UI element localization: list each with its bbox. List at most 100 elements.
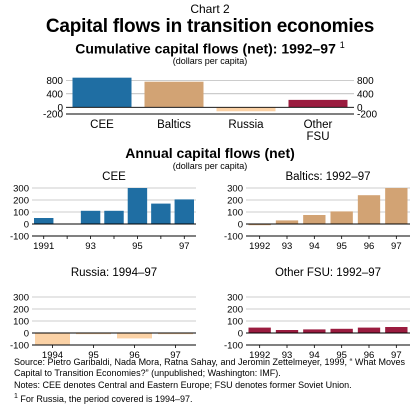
other_fsu-x-tick-label: 96 [364,350,375,361]
cee-y-tick-left: -100 [10,232,29,243]
cumulative-category-label: CEE [90,119,114,131]
cee-bar-1993 [80,210,101,224]
annual-title: Annual capital flows (net) [125,145,295,161]
russia-y-tick-left: 300 [13,293,29,304]
cumulative-y-tick-left: 400 [46,89,63,100]
other_fsu-y-tick-left: 0 [238,329,243,340]
cumulative-title: Cumulative capital flows (net): 1992–97 … [0,40,420,57]
cumulative-y-tick-left: -200 [43,110,63,121]
baltics-x-tick-label: 94 [309,241,320,252]
cumulative-category-label: Baltics [157,119,191,131]
russia-bar-1996 [117,333,152,339]
cee-panel-title: CEE [102,171,126,183]
cumulative-bar-cee [72,77,132,108]
cumulative-category-label: Russia [228,119,264,131]
cumulative-title-text: Cumulative capital flows (net): 1992–97 [75,40,336,57]
cumulative-footnote-mark: 1 [339,40,345,50]
other_fsu-x-tick-label: 97 [391,350,402,361]
cumulative-y-tick-left: 800 [46,76,63,87]
baltics-x-tick-label: 95 [336,241,347,252]
cumulative-y-tick-right: 400 [357,89,374,100]
source-note: Source: Pietro Garibaldi, Nada Mora, Rat… [14,357,406,378]
cumulative-units: (dollars per capita) [172,56,248,66]
cee-x-tick-label: 1991 [33,241,54,252]
other_fsu-x-tick-label: 94 [309,350,320,361]
other_fsu-bar-1996 [357,327,381,333]
annual-units: (dollars per capita) [172,161,248,171]
russia-y-tick-left: 0 [24,329,29,340]
cee-bar-1996 [151,203,171,224]
russia-y-tick-left: 100 [13,317,29,328]
russia-x-tick-label: 1994 [42,350,63,361]
other_fsu-y-tick-left: 100 [227,317,243,328]
cee-bar-1995 [127,188,148,224]
baltics-panel-title: Baltics: 1992–97 [285,171,370,183]
cumulative-bar-russia [216,107,276,112]
cumulative-category-label-line: Other [304,119,333,131]
baltics-y-tick-left: 300 [227,184,243,195]
cee-y-tick-left: 0 [24,220,29,231]
cumulative-bar-other-fsu [288,99,348,108]
russia-bar-1995 [76,333,111,335]
cumulative-y-tick-right: 800 [357,76,374,87]
other_fsu-bar-1995 [330,328,353,333]
baltics-x-tick-label: 96 [364,241,375,252]
other_fsu-y-tick-left: 200 [227,305,243,316]
baltics-y-tick-left: -100 [224,232,243,243]
baltics-bar-1993 [275,220,299,224]
baltics-x-tick-label: 97 [391,241,402,252]
other_fsu-bar-1992 [248,327,271,333]
baltics-bar-1996 [357,195,381,224]
main-title: Capital flows in transition economies [45,16,375,37]
russia-x-tick-label: 96 [129,350,140,361]
other_fsu-bar-1994 [303,329,326,333]
baltics-bar-1997 [385,188,408,224]
russia-x-tick-label: 95 [88,350,99,361]
cee-y-tick-left: 100 [13,208,29,219]
footnote-text: For Russia, the period covered is 1994–9… [17,394,193,404]
cumulative-y-tick-left: 0 [57,103,63,114]
notes: Notes: CEE denotes Central and Eastern E… [14,380,352,390]
cee-y-tick-left: 300 [13,184,29,195]
other_fsu-panel-title: Other FSU: 1992–97 [275,267,381,279]
cumulative-y-tick-right: -200 [357,110,377,121]
russia-bar-1997 [158,333,193,335]
russia-bar-1994 [35,333,70,345]
baltics-x-tick-label: 93 [282,241,293,252]
cee-bar-1991 [34,218,54,224]
cumulative-y-tick-right: 0 [357,103,363,114]
baltics-y-tick-left: 100 [227,208,243,219]
russia-y-tick-left: -100 [10,341,29,352]
cumulative-category-label-line: FSU [307,131,330,143]
baltics-x-tick-label: 1992 [249,241,270,252]
cee-x-tick-label: 97 [179,241,190,252]
other_fsu-x-tick-label: 95 [336,350,347,361]
russia-x-tick-label: 97 [170,350,181,361]
cee-x-tick-label: 95 [132,241,143,252]
cumulative-category-label-line: CEE [90,119,114,131]
other_fsu-bar-1993 [275,330,299,333]
baltics-y-tick-left: 0 [238,220,243,231]
baltics-bar-1992 [248,224,271,226]
baltics-bar-1995 [330,211,353,224]
russia-y-tick-left: 200 [13,305,29,316]
footnote-mark: 1 [14,393,18,400]
cumulative-bar-baltics [144,81,204,108]
other_fsu-y-tick-left: 300 [227,293,243,304]
cee-x-tick-label: 93 [85,241,96,252]
other_fsu-x-tick-label: 1992 [249,350,270,361]
russia-panel-title: Russia: 1994–97 [71,267,157,279]
cumulative-category-label: Other FSU [304,119,333,143]
cee-bar-1997 [174,199,194,224]
other_fsu-y-tick-left: -100 [224,341,243,352]
cumulative-category-label-line: Russia [228,119,264,131]
other_fsu-x-tick-label: 93 [282,350,293,361]
chart-label: Chart 2 [190,2,230,16]
baltics-bar-1994 [303,215,326,224]
footnote: 1 For Russia, the period covered is 1994… [14,391,414,405]
cee-y-tick-left: 200 [13,196,29,207]
cumulative-category-label-line: Baltics [157,119,191,131]
cee-bar-1994 [104,210,124,224]
